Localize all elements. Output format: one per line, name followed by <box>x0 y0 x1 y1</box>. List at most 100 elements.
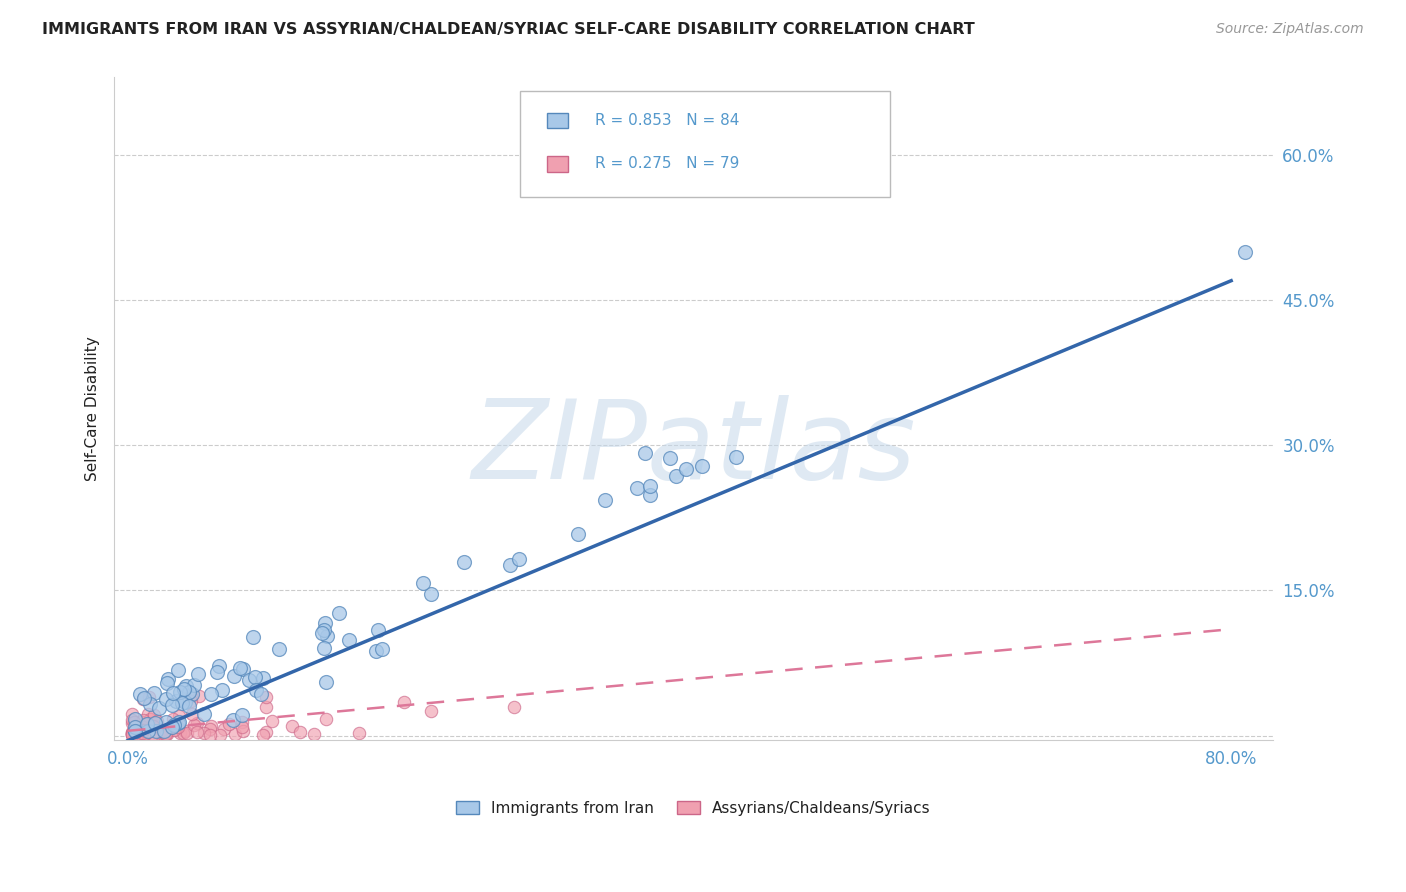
Point <box>167 714 190 729</box>
Point <box>132 725 155 739</box>
Point <box>250 687 273 701</box>
Text: R = 0.275   N = 79: R = 0.275 N = 79 <box>595 156 740 171</box>
Point <box>173 723 195 738</box>
Point <box>138 712 160 726</box>
Point <box>163 723 186 738</box>
Point <box>254 700 277 714</box>
Point <box>392 695 415 709</box>
Point <box>153 723 176 738</box>
Point <box>134 691 156 706</box>
Point <box>143 708 166 723</box>
Point <box>132 691 155 706</box>
Point <box>125 728 148 742</box>
Point <box>132 728 155 742</box>
Point <box>371 642 394 657</box>
Point <box>675 462 697 476</box>
Point <box>212 722 235 736</box>
Point <box>281 719 304 733</box>
Point <box>162 712 184 726</box>
Point <box>142 718 165 732</box>
Text: Source: ZipAtlas.com: Source: ZipAtlas.com <box>1216 22 1364 37</box>
Point <box>180 689 202 703</box>
Point <box>167 709 190 723</box>
Point <box>252 728 274 742</box>
Point <box>155 691 177 706</box>
Point <box>142 727 165 741</box>
Point <box>153 725 176 739</box>
Point <box>125 723 148 738</box>
Point <box>312 641 335 656</box>
Point <box>121 727 143 741</box>
Point <box>174 694 197 708</box>
Point <box>141 716 163 731</box>
Point <box>132 720 155 734</box>
Point <box>218 717 240 731</box>
FancyBboxPatch shape <box>520 91 890 197</box>
Point <box>155 727 177 741</box>
Point <box>121 728 143 742</box>
Point <box>121 728 143 742</box>
Point <box>145 714 167 728</box>
Point <box>690 458 713 473</box>
Point <box>252 671 274 685</box>
Point <box>167 663 190 677</box>
Point <box>222 713 245 727</box>
Point <box>128 687 150 701</box>
Point <box>173 682 195 697</box>
Point <box>499 558 522 573</box>
Point <box>198 728 221 742</box>
Point <box>156 727 179 741</box>
Point <box>664 468 686 483</box>
Point <box>453 556 475 570</box>
Point <box>238 673 260 688</box>
Point <box>339 632 361 647</box>
Point <box>131 714 153 729</box>
Point <box>205 665 228 679</box>
Point <box>121 715 143 730</box>
Point <box>162 720 184 734</box>
Point <box>724 450 747 464</box>
Point <box>124 723 146 738</box>
Point <box>174 679 197 693</box>
Point <box>142 686 165 700</box>
Point <box>136 706 159 721</box>
Point <box>155 676 177 690</box>
Point <box>315 629 337 643</box>
Point <box>420 705 443 719</box>
Point <box>211 682 233 697</box>
FancyBboxPatch shape <box>547 112 568 128</box>
Point <box>658 451 681 466</box>
Point <box>193 726 215 740</box>
Point <box>160 719 183 733</box>
Point <box>153 726 176 740</box>
Point <box>124 712 146 726</box>
Point <box>131 726 153 740</box>
Point <box>179 699 201 714</box>
Point <box>193 707 215 722</box>
Point <box>179 685 201 699</box>
Point <box>122 727 145 741</box>
Point <box>364 643 387 657</box>
Point <box>640 478 662 492</box>
Point <box>349 725 371 739</box>
Point <box>132 727 155 741</box>
Point <box>121 727 143 741</box>
Point <box>187 667 209 681</box>
Text: R = 0.853   N = 84: R = 0.853 N = 84 <box>595 113 740 128</box>
Point <box>145 723 167 738</box>
Point <box>124 720 146 734</box>
FancyBboxPatch shape <box>547 156 568 171</box>
Point <box>143 715 166 730</box>
Point <box>183 678 205 692</box>
Point <box>186 715 208 730</box>
Point <box>135 725 157 739</box>
Point <box>367 623 389 637</box>
Point <box>162 686 184 700</box>
Point <box>1233 244 1256 259</box>
Point <box>626 481 648 495</box>
Point <box>254 724 277 739</box>
Point <box>165 694 187 708</box>
Point <box>132 723 155 738</box>
Y-axis label: Self-Care Disability: Self-Care Disability <box>86 336 100 482</box>
Point <box>224 727 246 741</box>
